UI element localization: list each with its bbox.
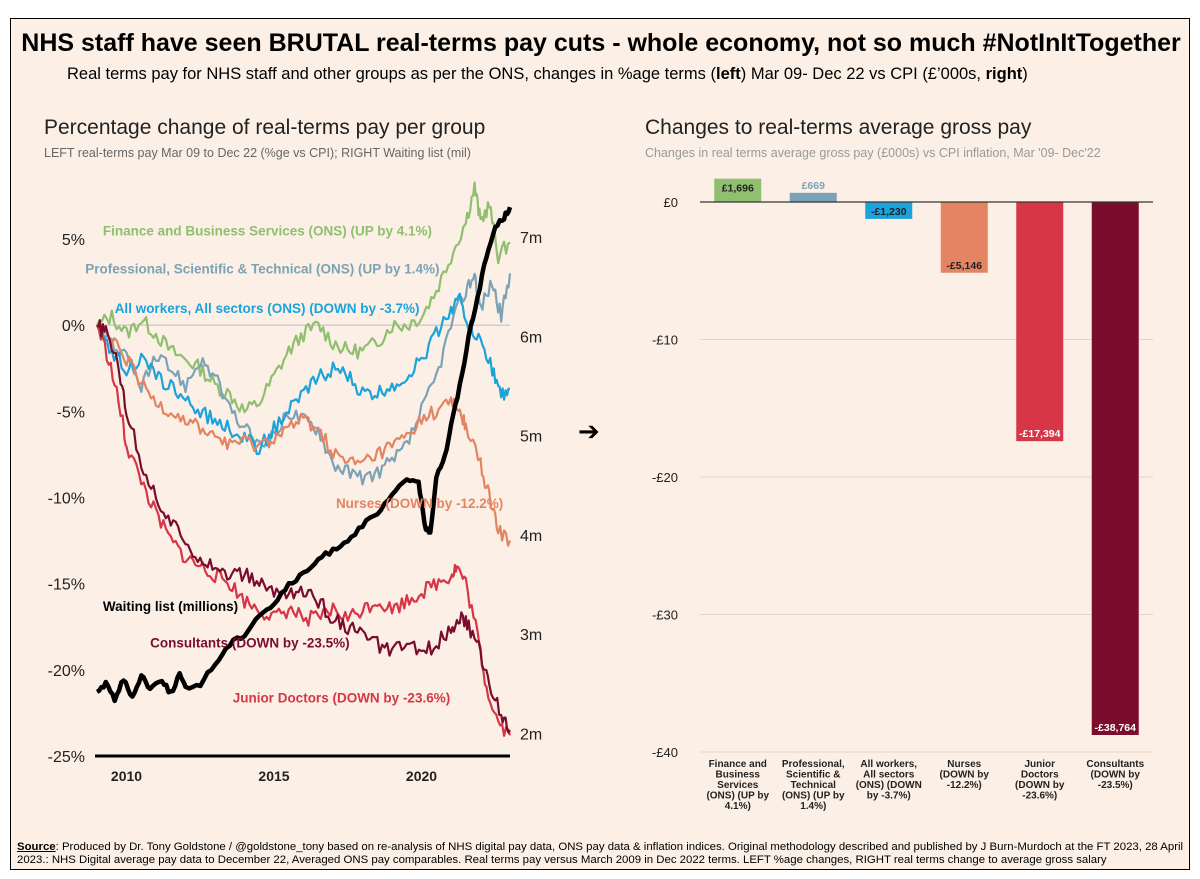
- bar-category-label: (DOWN by: [940, 770, 990, 781]
- series-line-finance: [96, 181, 511, 414]
- bar-category-label: (ONS) (UP by: [706, 791, 769, 802]
- x-tick-label: 2010: [111, 768, 142, 784]
- annotation-waiting: Waiting list (millions): [103, 599, 238, 614]
- bar-4: [1016, 202, 1064, 442]
- bar-value-label: £1,696: [722, 183, 754, 195]
- y-tick-label: -20%: [48, 663, 85, 680]
- x-tick-label: 2015: [258, 768, 289, 784]
- source-label: Source: [17, 841, 56, 853]
- bar-category-label: All sectors: [863, 770, 915, 781]
- series-line-waiting: [95, 206, 513, 704]
- bar-category-label: Scientific &: [786, 770, 840, 781]
- bar-y-tick-label: £0: [664, 195, 678, 210]
- series-line-all_workers: [96, 292, 511, 456]
- bar-label-bg: [716, 180, 759, 195]
- series-line-nurses: [96, 324, 512, 547]
- bar-category-label: Finance and: [709, 759, 767, 770]
- line-chart: 5% 0% -5% -10% -15% -20% -25% 7m 6m 5m 4m 3m 2m 2010 2…: [48, 181, 542, 784]
- y2-tick-label: 6m: [520, 329, 542, 346]
- arrow-icon: ➔: [578, 416, 600, 446]
- subtitle-left-word: left: [716, 65, 741, 83]
- bar-category-label: Services: [717, 780, 759, 791]
- bar-category-label: (DOWN by: [1091, 770, 1141, 781]
- bar-category-label: (ONS) (DOWN: [856, 780, 922, 791]
- subtitle-part3: ): [1022, 65, 1028, 83]
- bar-value-label: -£5,146: [946, 260, 982, 272]
- bar-category-label: 1.4%): [800, 801, 826, 812]
- subtitle-part2: ) Mar 09- Dec 22 vs CPI (£’000s,: [740, 65, 986, 83]
- bar-category-label: Nurses: [947, 759, 981, 770]
- bar-category-label: -23.6%): [1022, 791, 1057, 802]
- bar-category-label: Junior: [1024, 759, 1055, 770]
- main-title: NHS staff have seen BRUTAL real-terms pa…: [21, 29, 1181, 57]
- subtitle: Real terms pay for NHS staff and other g…: [67, 65, 1028, 84]
- bar-y-tick-label: -£30: [652, 608, 678, 623]
- annotation-nurses: Nurses (DOWN by -12.2%): [336, 496, 503, 511]
- series-line-professional: [97, 272, 512, 486]
- bar-category-label: -23.5%): [1098, 780, 1133, 791]
- bar-category-label: 4.1%): [725, 801, 751, 812]
- left-chart-subtitle: LEFT real-terms pay Mar 09 to Dec 22 (%g…: [44, 146, 471, 160]
- bar-category-label: Doctors: [1021, 770, 1059, 781]
- bar-category-label: Consultants: [1086, 759, 1144, 770]
- bar-2: [865, 202, 913, 219]
- series-line-junior: [95, 324, 512, 737]
- subtitle-right-word: right: [985, 65, 1023, 83]
- y2-tick-label: 7m: [520, 230, 542, 247]
- bar-category-label: Professional,: [782, 759, 845, 770]
- bar-category-label: -12.2%): [947, 780, 982, 791]
- source-text: : Produced by Dr. Tony Goldstone / @gold…: [17, 841, 1184, 866]
- bar-value-label: -£1,230: [871, 206, 907, 218]
- annotation-professional: Professional, Scientific & Technical (ON…: [85, 261, 439, 276]
- bar-y-tick-label: -£40: [652, 745, 678, 760]
- bar-1: [789, 192, 837, 202]
- y-tick-label: -5%: [57, 404, 85, 421]
- y-tick-label: -25%: [48, 749, 85, 766]
- right-chart-title: Changes to real-terms average gross pay: [645, 116, 1032, 139]
- annotation-finance: Finance and Business Services (ONS) (UP …: [103, 223, 432, 238]
- x-tick-label: 2020: [406, 768, 437, 784]
- series-line-consultants: [96, 319, 511, 734]
- annotation-all_workers: All workers, All sectors (ONS) (DOWN by …: [115, 301, 420, 316]
- y-tick-label: -15%: [48, 577, 85, 594]
- bar-category-label: by -3.7%): [867, 791, 911, 802]
- annotation-consultants: Consultants (DOWN by -23.5%): [150, 635, 350, 650]
- y-tick-label: 0%: [62, 318, 85, 335]
- y2-tick-label: 3m: [520, 627, 542, 644]
- y-tick-label: -10%: [48, 490, 85, 507]
- annotation-junior: Junior Doctors (DOWN by -23.6%): [233, 691, 451, 706]
- bar-value-label: £669: [802, 180, 826, 192]
- subtitle-part1: Real terms pay for NHS staff and other g…: [67, 65, 717, 83]
- right-chart-subtitle: Changes in real terms average gross pay …: [645, 146, 1101, 160]
- bar-category-label: (ONS) (UP by: [782, 791, 845, 802]
- bar-value-label: -£38,764: [1095, 722, 1137, 734]
- y-tick-label: 5%: [62, 232, 85, 249]
- bar-category-label: (DOWN by: [1015, 780, 1065, 791]
- bar-y-tick-label: -£20: [652, 470, 678, 485]
- bar-5: [1091, 202, 1139, 736]
- bar-3: [940, 202, 988, 273]
- bar-y-tick-label: -£10: [652, 333, 678, 348]
- bar-category-label: Technical: [791, 780, 837, 791]
- source-note: Source: Produced by Dr. Tony Goldstone /…: [17, 841, 1187, 867]
- bar-category-label: All workers,: [860, 759, 917, 770]
- y2-tick-label: 4m: [520, 528, 542, 545]
- infographic-frame: NHS staff have seen BRUTAL real-terms pa…: [10, 18, 1190, 870]
- y2-tick-label: 5m: [520, 429, 542, 446]
- bar-value-label: -£17,394: [1019, 428, 1061, 440]
- bar-chart: £0 -£10 -£20 -£30 -£40 £1,696 Finance andBusin…: [652, 178, 1153, 812]
- y2-tick-label: 2m: [520, 727, 542, 744]
- left-chart-title: Percentage change of real-terms pay per …: [44, 116, 485, 139]
- bar-category-label: Business: [716, 770, 761, 781]
